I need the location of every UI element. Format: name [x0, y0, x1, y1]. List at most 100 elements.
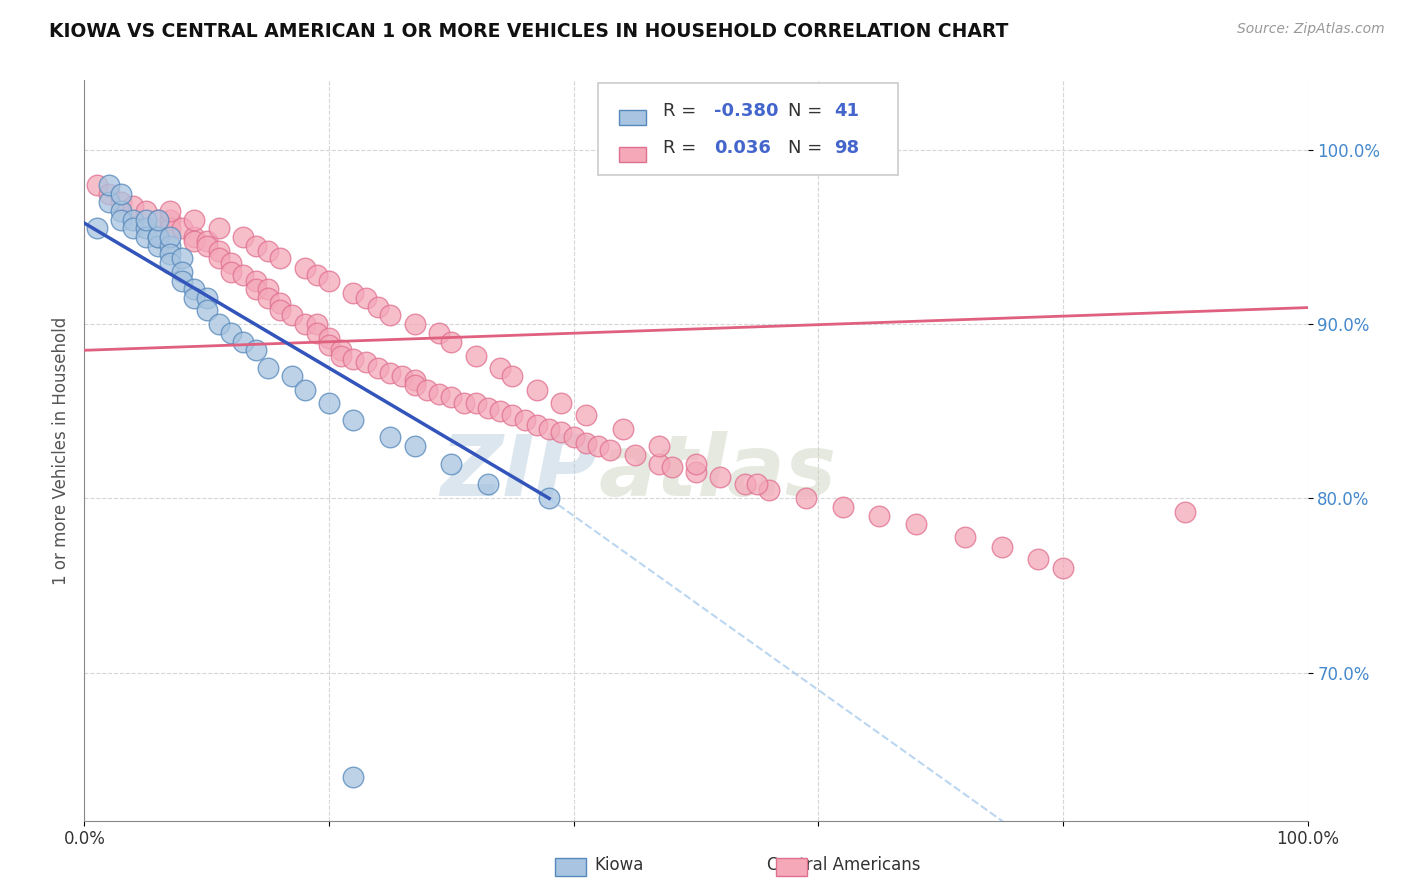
Text: ZIP: ZIP: [440, 431, 598, 514]
Text: 41: 41: [834, 102, 859, 120]
Point: [294, 261, 316, 276]
Point: [905, 517, 928, 532]
Point: [440, 334, 463, 349]
Text: N =: N =: [787, 138, 828, 157]
Point: [562, 430, 585, 444]
Point: [257, 360, 280, 375]
Point: [146, 230, 169, 244]
Point: [208, 244, 231, 258]
Point: [416, 384, 439, 398]
Point: [245, 274, 267, 288]
Point: [135, 221, 157, 235]
Point: [159, 212, 181, 227]
Point: [110, 186, 132, 201]
Point: [135, 230, 157, 244]
Text: R =: R =: [664, 138, 702, 157]
Point: [208, 221, 231, 235]
Point: [318, 395, 340, 409]
Point: [453, 395, 475, 409]
Point: [232, 230, 254, 244]
Point: [172, 221, 194, 235]
Point: [648, 457, 671, 471]
Point: [219, 326, 242, 340]
Point: [97, 178, 120, 192]
Point: [367, 360, 389, 375]
Point: [159, 230, 181, 244]
Point: [685, 465, 707, 479]
Point: [550, 425, 572, 439]
Point: [172, 251, 194, 265]
Point: [440, 457, 463, 471]
Point: [709, 470, 731, 484]
Text: Kiowa: Kiowa: [593, 856, 644, 874]
Point: [747, 477, 769, 491]
Point: [1052, 561, 1074, 575]
Point: [281, 309, 304, 323]
Text: 0.036: 0.036: [714, 138, 772, 157]
Point: [318, 338, 340, 352]
Point: [257, 282, 280, 296]
Point: [477, 477, 499, 491]
Point: [146, 239, 169, 253]
Point: [575, 408, 598, 422]
Point: [146, 212, 169, 227]
Point: [502, 369, 524, 384]
Point: [502, 408, 524, 422]
Point: [195, 234, 218, 248]
Point: [135, 203, 157, 218]
Text: -0.380: -0.380: [714, 102, 779, 120]
Point: [661, 460, 683, 475]
Point: [391, 369, 413, 384]
Point: [269, 251, 291, 265]
Point: [831, 500, 853, 514]
Point: [135, 212, 157, 227]
Point: [232, 334, 254, 349]
Point: [330, 343, 353, 358]
Point: [245, 239, 267, 253]
Point: [599, 442, 621, 457]
Point: [122, 221, 145, 235]
Point: [342, 351, 364, 366]
Point: [427, 326, 450, 340]
Point: [1174, 505, 1197, 519]
Text: 98: 98: [834, 138, 859, 157]
Point: [380, 366, 402, 380]
Point: [97, 195, 120, 210]
Point: [404, 317, 426, 331]
Text: KIOWA VS CENTRAL AMERICAN 1 OR MORE VEHICLES IN HOUSEHOLD CORRELATION CHART: KIOWA VS CENTRAL AMERICAN 1 OR MORE VEHI…: [49, 22, 1008, 41]
Point: [380, 309, 402, 323]
Point: [685, 457, 707, 471]
Point: [342, 285, 364, 300]
Point: [734, 477, 756, 491]
Point: [526, 418, 548, 433]
Point: [513, 413, 536, 427]
Point: [526, 384, 548, 398]
Point: [195, 239, 218, 253]
Point: [489, 360, 512, 375]
Point: [245, 282, 267, 296]
Point: [1028, 552, 1050, 566]
Text: R =: R =: [664, 102, 702, 120]
Point: [257, 291, 280, 305]
Point: [159, 247, 181, 261]
Point: [427, 387, 450, 401]
Point: [330, 349, 353, 363]
Point: [110, 195, 132, 210]
Point: [294, 384, 316, 398]
Point: [404, 439, 426, 453]
Point: [380, 430, 402, 444]
Point: [318, 331, 340, 345]
Point: [991, 540, 1014, 554]
Point: [208, 251, 231, 265]
Point: [159, 221, 181, 235]
Point: [195, 303, 218, 318]
Y-axis label: 1 or more Vehicles in Household: 1 or more Vehicles in Household: [52, 317, 70, 584]
Point: [575, 435, 598, 450]
Point: [159, 239, 181, 253]
Point: [195, 291, 218, 305]
Point: [464, 349, 486, 363]
Point: [404, 373, 426, 387]
Point: [440, 390, 463, 404]
Point: [232, 268, 254, 283]
Point: [183, 282, 205, 296]
